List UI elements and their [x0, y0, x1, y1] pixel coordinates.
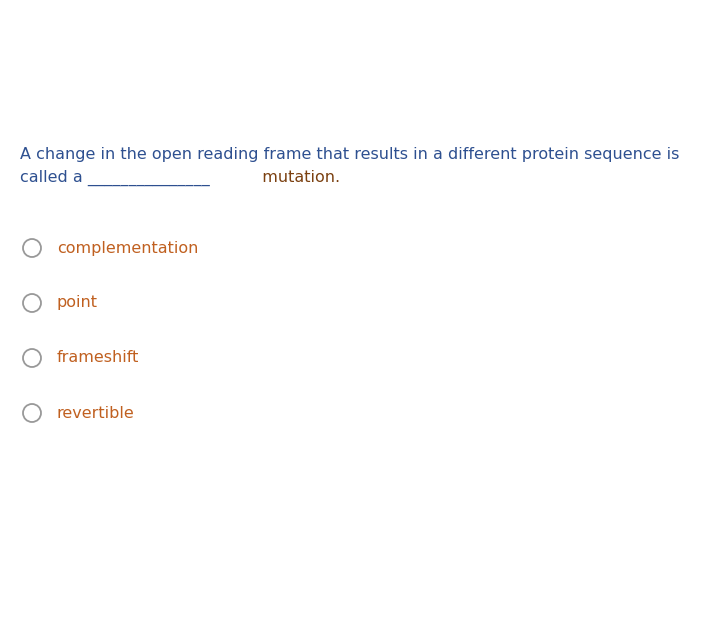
Text: mutation.: mutation. [252, 170, 340, 185]
Text: called a _______________: called a _______________ [20, 170, 210, 186]
Text: A change in the open reading frame that results in a different protein sequence : A change in the open reading frame that … [20, 148, 679, 163]
Text: revertible: revertible [57, 406, 135, 421]
Text: complementation: complementation [57, 240, 199, 255]
Text: frameshift: frameshift [57, 351, 139, 366]
Text: point: point [57, 295, 98, 310]
